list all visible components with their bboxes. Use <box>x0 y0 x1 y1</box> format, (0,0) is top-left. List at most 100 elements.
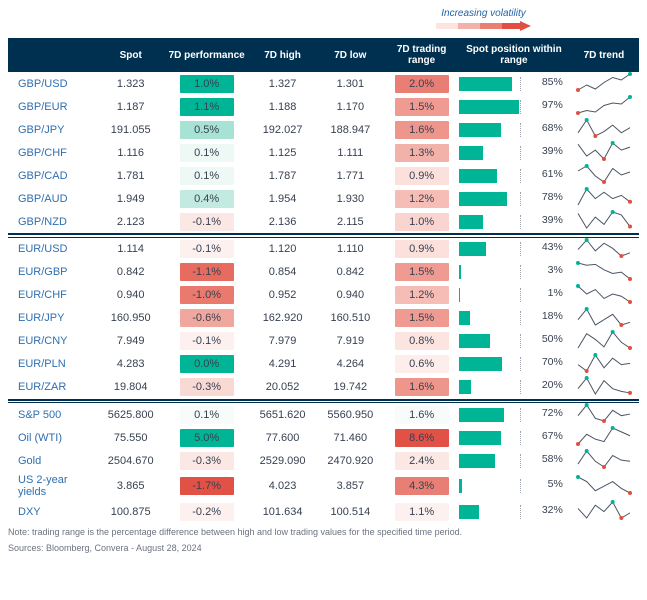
table-row: GBP/NZD 2.123 -0.1% 2.136 2.115 1.0% 39% <box>8 210 639 234</box>
position-cell: 43% <box>459 237 569 261</box>
col-pair <box>8 38 97 72</box>
range-cell: 1.6% <box>384 118 459 141</box>
high-value: 5651.620 <box>249 403 317 427</box>
table-row: GBP/CAD 1.781 0.1% 1.787 1.771 0.9% 61% <box>8 164 639 187</box>
low-value: 1.771 <box>316 164 384 187</box>
range-cell: 0.8% <box>384 330 459 353</box>
range-cell: 1.5% <box>384 95 459 118</box>
pair-label: GBP/USD <box>8 72 97 95</box>
high-value: 192.027 <box>249 118 317 141</box>
table-row: EUR/ZAR 19.804 -0.3% 20.052 19.742 1.6% … <box>8 376 639 400</box>
trend-spark <box>569 261 639 284</box>
spot-value: 2504.670 <box>97 449 165 472</box>
range-cell: 1.5% <box>384 261 459 284</box>
low-value: 3.857 <box>316 472 384 500</box>
low-value: 1.110 <box>316 237 384 261</box>
footnote-1: Note: trading range is the percentage di… <box>8 527 639 539</box>
high-value: 2529.090 <box>249 449 317 472</box>
position-cell: 68% <box>459 118 569 141</box>
position-cell: 70% <box>459 353 569 376</box>
high-value: 1.125 <box>249 141 317 164</box>
spot-value: 4.283 <box>97 353 165 376</box>
high-value: 1.120 <box>249 237 317 261</box>
high-value: 2.136 <box>249 210 317 234</box>
col-high: 7D high <box>249 38 317 72</box>
spot-value: 1.116 <box>97 141 165 164</box>
spot-value: 0.842 <box>97 261 165 284</box>
high-value: 1.327 <box>249 72 317 95</box>
low-value: 5560.950 <box>316 403 384 427</box>
low-value: 1.170 <box>316 95 384 118</box>
high-value: 101.634 <box>249 500 317 523</box>
pair-label: GBP/EUR <box>8 95 97 118</box>
pair-label: DXY <box>8 500 97 523</box>
trend-spark <box>569 376 639 400</box>
table-row: EUR/GBP 0.842 -1.1% 0.854 0.842 1.5% 3% <box>8 261 639 284</box>
table-row: GBP/CHF 1.116 0.1% 1.125 1.111 1.3% 39% <box>8 141 639 164</box>
range-cell: 0.9% <box>384 164 459 187</box>
col-perf: 7D performance <box>165 38 249 72</box>
perf-cell: 0.1% <box>165 164 249 187</box>
high-value: 1.954 <box>249 187 317 210</box>
volatility-arrow <box>8 21 639 34</box>
pair-label: EUR/GBP <box>8 261 97 284</box>
position-cell: 3% <box>459 261 569 284</box>
perf-cell: -1.0% <box>165 284 249 307</box>
trend-spark <box>569 500 639 523</box>
table-row: Gold 2504.670 -0.3% 2529.090 2470.920 2.… <box>8 449 639 472</box>
position-cell: 39% <box>459 210 569 234</box>
perf-cell: -0.1% <box>165 210 249 234</box>
high-value: 7.979 <box>249 330 317 353</box>
low-value: 188.947 <box>316 118 384 141</box>
perf-cell: 0.1% <box>165 403 249 427</box>
pair-label: EUR/ZAR <box>8 376 97 400</box>
range-cell: 1.6% <box>384 403 459 427</box>
pair-label: GBP/NZD <box>8 210 97 234</box>
position-cell: 58% <box>459 449 569 472</box>
trend-spark <box>569 141 639 164</box>
low-value: 100.514 <box>316 500 384 523</box>
spot-value: 1.323 <box>97 72 165 95</box>
high-value: 0.952 <box>249 284 317 307</box>
low-value: 1.111 <box>316 141 384 164</box>
trend-spark <box>569 449 639 472</box>
position-cell: 67% <box>459 426 569 449</box>
pair-label: Oil (WTI) <box>8 426 97 449</box>
trend-spark <box>569 353 639 376</box>
volatility-caption: Increasing volatility <box>8 8 639 19</box>
spot-value: 75.550 <box>97 426 165 449</box>
trend-spark <box>569 426 639 449</box>
table-row: DXY 100.875 -0.2% 101.634 100.514 1.1% 3… <box>8 500 639 523</box>
low-value: 160.510 <box>316 307 384 330</box>
spot-value: 1.114 <box>97 237 165 261</box>
table-row: S&P 500 5625.800 0.1% 5651.620 5560.950 … <box>8 403 639 427</box>
pair-label: GBP/JPY <box>8 118 97 141</box>
perf-cell: 5.0% <box>165 426 249 449</box>
table-row: EUR/JPY 160.950 -0.6% 162.920 160.510 1.… <box>8 307 639 330</box>
position-cell: 61% <box>459 164 569 187</box>
spot-value: 3.865 <box>97 472 165 500</box>
trend-spark <box>569 210 639 234</box>
table-row: GBP/USD 1.323 1.0% 1.327 1.301 2.0% 85% <box>8 72 639 95</box>
trend-spark <box>569 187 639 210</box>
fx-table: Spot 7D performance 7D high 7D low 7D tr… <box>8 38 639 523</box>
trend-spark <box>569 237 639 261</box>
high-value: 162.920 <box>249 307 317 330</box>
low-value: 7.919 <box>316 330 384 353</box>
position-cell: 97% <box>459 95 569 118</box>
trend-spark <box>569 284 639 307</box>
perf-cell: -1.1% <box>165 261 249 284</box>
range-cell: 2.0% <box>384 72 459 95</box>
perf-cell: -0.3% <box>165 376 249 400</box>
spot-value: 1.187 <box>97 95 165 118</box>
position-cell: 85% <box>459 72 569 95</box>
range-cell: 0.6% <box>384 353 459 376</box>
pair-label: GBP/AUD <box>8 187 97 210</box>
spot-value: 1.949 <box>97 187 165 210</box>
low-value: 4.264 <box>316 353 384 376</box>
perf-cell: -1.7% <box>165 472 249 500</box>
table-row: Oil (WTI) 75.550 5.0% 77.600 71.460 8.6%… <box>8 426 639 449</box>
spot-value: 160.950 <box>97 307 165 330</box>
position-cell: 50% <box>459 330 569 353</box>
table-row: GBP/EUR 1.187 1.1% 1.188 1.170 1.5% 97% <box>8 95 639 118</box>
